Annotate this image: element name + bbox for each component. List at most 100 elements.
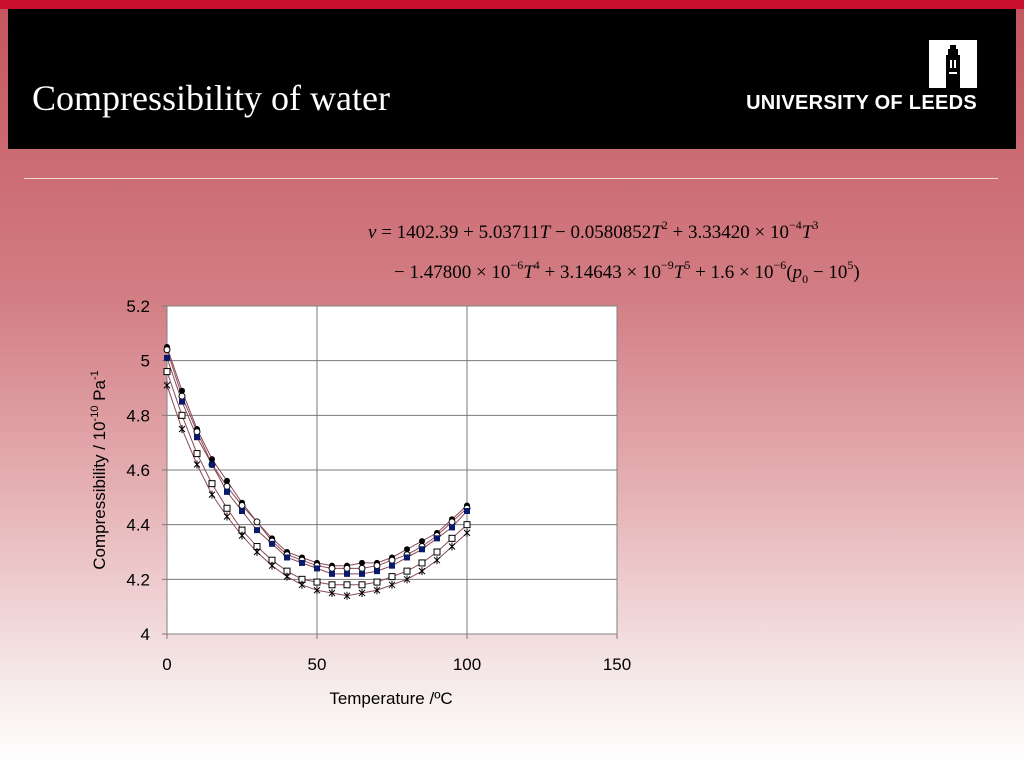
y-tick-label: 4 [141, 625, 150, 644]
data-point-asterisk [463, 528, 471, 537]
data-point-filled-square [464, 508, 470, 514]
data-point-open-circle [373, 562, 381, 570]
data-point-filled-square [449, 524, 455, 531]
data-point-asterisk [253, 548, 261, 556]
x-tick-label: 100 [453, 655, 481, 674]
y-tick-labels: 4 4.2 4.4 4.6 4.8 5 5.2 [126, 297, 150, 644]
data-point-filled-square [404, 554, 410, 561]
data-point-filled-square [239, 508, 245, 514]
x-axis-label: Temperature /ºC [329, 689, 452, 708]
data-point-open-circle [358, 564, 366, 572]
data-point-filled-square [179, 398, 185, 405]
y-tick-label: 4.4 [126, 516, 150, 535]
data-point-asterisk [388, 580, 396, 589]
y-tick-label: 5 [141, 352, 150, 371]
data-point-asterisk [268, 561, 276, 570]
data-point-asterisk [343, 591, 351, 600]
data-point-filled-square [374, 568, 380, 575]
data-point-open-square [388, 573, 396, 581]
data-point-open-square [178, 411, 186, 419]
data-point-open-square [313, 578, 321, 586]
data-point-asterisk [163, 381, 171, 390]
equation-line-2: − 1.47800 × 10−6T4 + 3.14643 × 10−9T5 + … [394, 258, 860, 286]
x-tick-labels: 0 50 100 150 [162, 655, 631, 674]
top-accent-strip [0, 0, 1024, 9]
data-point-open-circle [343, 564, 351, 572]
data-point-filled-square [284, 554, 290, 561]
slide-header [8, 9, 1016, 149]
data-point-filled-square [209, 461, 215, 468]
data-point-open-square [163, 368, 171, 376]
data-point-asterisk [433, 556, 441, 565]
data-point-filled-square [359, 570, 365, 577]
data-point-asterisk [238, 531, 246, 540]
x-tick-label: 150 [603, 655, 631, 674]
data-point-open-square [223, 504, 231, 512]
data-point-filled-square [299, 559, 305, 566]
data-point-filled-square [329, 570, 335, 577]
x-tick-label: 0 [162, 655, 171, 674]
data-point-asterisk [358, 589, 366, 597]
data-point-filled-square [194, 434, 200, 441]
compressibility-chart: 4 4.2 4.4 4.6 4.8 5 5.2 0 50 100 150 Temperature … [89, 297, 631, 708]
data-point-asterisk [313, 586, 321, 595]
data-point-filled-circle [209, 456, 215, 463]
data-point-asterisk [298, 580, 306, 589]
data-point-asterisk [328, 589, 336, 597]
data-point-filled-circle [179, 387, 185, 394]
y-tick-label: 4.2 [126, 570, 150, 589]
data-point-filled-square [254, 527, 260, 534]
header-divider [24, 178, 998, 179]
data-point-filled-circle [419, 538, 425, 545]
data-point-asterisk [373, 586, 381, 595]
grid-lines [162, 305, 618, 639]
data-point-open-circle [328, 564, 336, 572]
data-point-open-square [208, 480, 216, 488]
data-point-open-square [193, 450, 201, 458]
data-point-open-circle [178, 392, 186, 400]
data-point-filled-square [164, 354, 170, 361]
data-point-filled-square [419, 546, 425, 553]
data-point-asterisk [178, 425, 186, 433]
data-point-open-circle [448, 518, 456, 526]
data-point-open-square [328, 581, 336, 589]
data-point-asterisk [418, 567, 426, 576]
data-point-filled-circle [224, 477, 230, 484]
sound-speed-equation: v = 1402.39 + 5.03711T − 0.0580852T2 + 3… [300, 218, 1000, 298]
data-point-open-square [448, 534, 456, 542]
slide-title: Compressibility of water [32, 78, 390, 118]
data-point-filled-square [434, 535, 440, 542]
y-tick-label: 4.6 [126, 461, 150, 480]
data-point-open-square [433, 548, 441, 556]
data-point-open-circle [253, 518, 261, 526]
data-point-open-circle [163, 346, 171, 354]
data-point-filled-square [269, 540, 275, 547]
data-point-open-square [418, 559, 426, 567]
data-point-filled-square [224, 488, 230, 495]
x-tick-label: 50 [308, 655, 327, 674]
data-point-asterisk [403, 575, 411, 584]
y-tick-label: 4.8 [126, 406, 150, 425]
data-points [163, 344, 471, 600]
data-point-open-square [373, 578, 381, 586]
data-point-open-circle [238, 502, 246, 510]
data-point-open-square [343, 581, 351, 589]
data-point-asterisk [223, 512, 231, 521]
data-point-filled-square [344, 570, 350, 577]
data-point-filled-square [389, 562, 395, 569]
data-point-filled-circle [359, 559, 365, 566]
data-point-filled-circle [404, 546, 410, 553]
equation-line-1: v = 1402.39 + 5.03711T − 0.0580852T2 + 3… [368, 218, 819, 243]
data-point-open-circle [193, 428, 201, 436]
data-point-filled-square [314, 565, 320, 572]
data-point-open-square [403, 567, 411, 575]
data-point-asterisk [283, 572, 291, 581]
university-logo-text: UNIVERSITY OF LEEDS [746, 92, 977, 114]
data-point-asterisk [193, 460, 201, 469]
data-point-open-circle [223, 482, 231, 490]
data-point-asterisk [448, 542, 456, 551]
y-axis-label: Compressibility / 10-10 Pa-1 [89, 370, 109, 570]
university-tower-logo-icon [929, 40, 977, 88]
data-point-open-circle [388, 556, 396, 564]
data-point-open-square [358, 581, 366, 589]
